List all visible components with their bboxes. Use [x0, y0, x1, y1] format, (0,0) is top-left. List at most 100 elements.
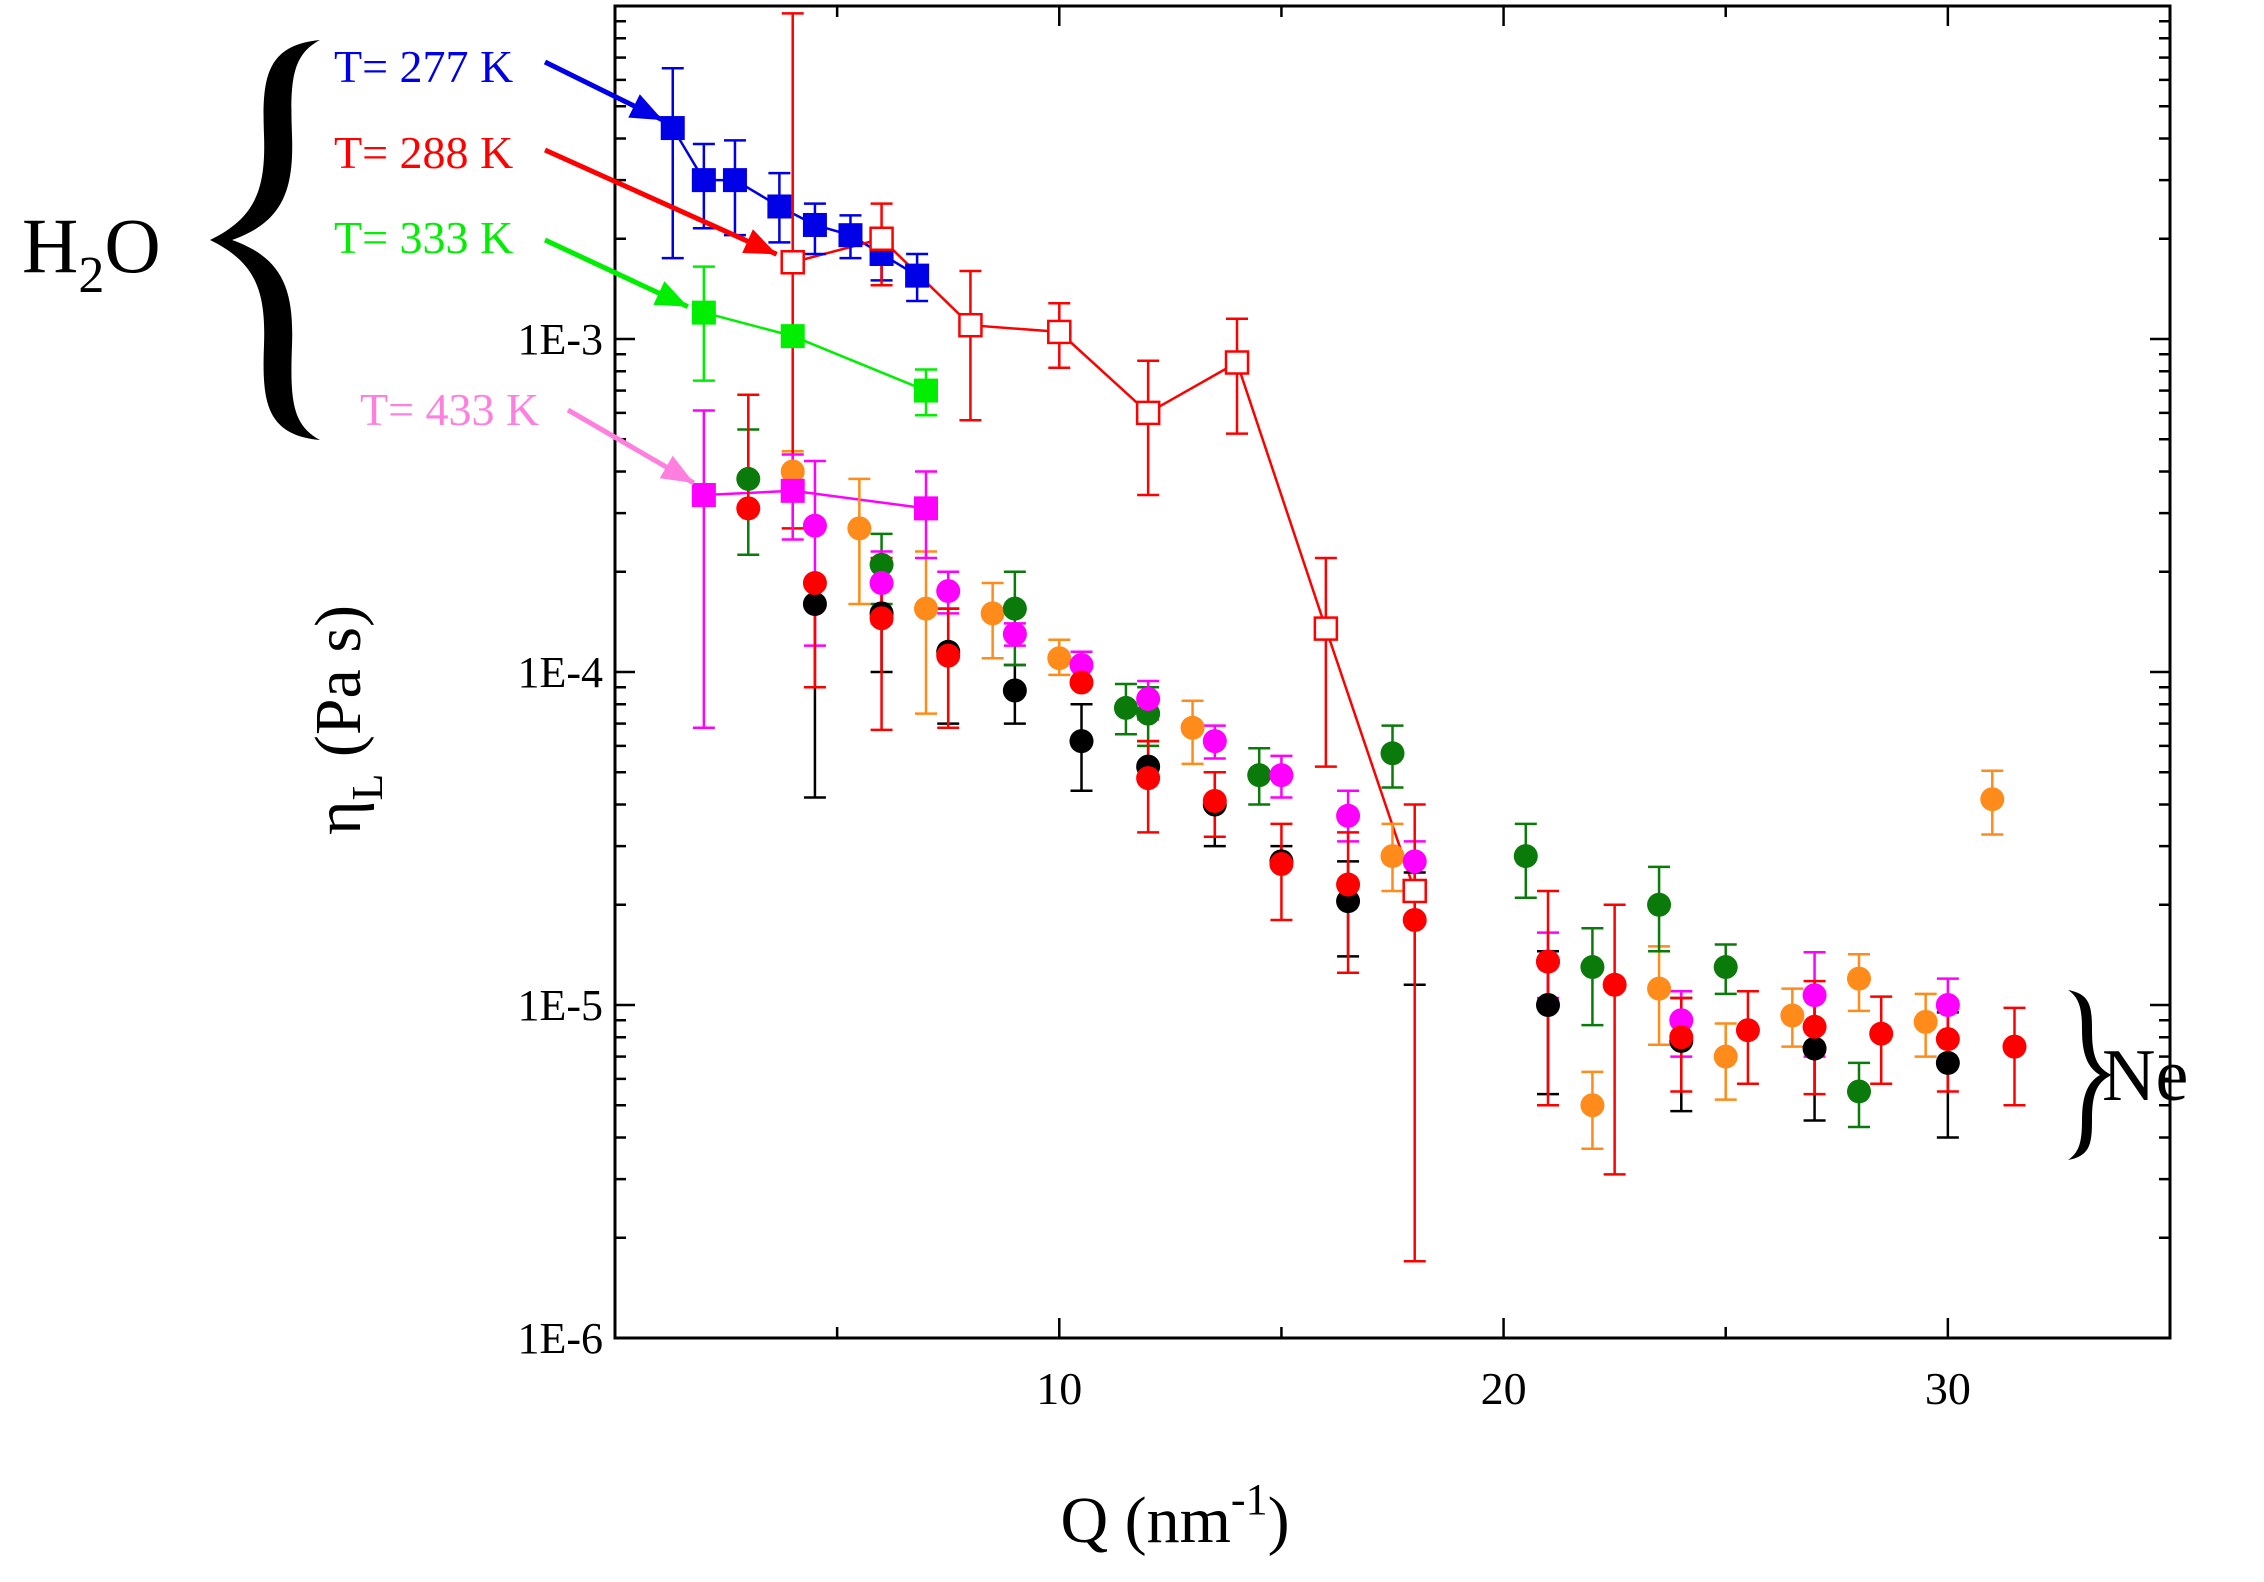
- data-point: [1202, 729, 1227, 754]
- data-point: [1713, 955, 1738, 980]
- data-point: [1580, 1093, 1605, 1118]
- data-point: [722, 168, 747, 193]
- data-point: [1669, 1008, 1694, 1033]
- data-point: [1202, 788, 1227, 813]
- y-tick-label: 1E-4: [517, 648, 603, 697]
- plot-frame: [613, 4, 2172, 1340]
- data-point: [1002, 622, 1027, 647]
- h2o-label-sub: 2: [78, 247, 104, 304]
- data-point: [869, 571, 894, 596]
- data-point: [1935, 993, 1960, 1017]
- data-point: [1336, 872, 1361, 897]
- data-point: [869, 606, 894, 631]
- data-point: [1669, 1025, 1694, 1050]
- data-point: [1313, 616, 1339, 641]
- data-point: [914, 496, 938, 521]
- series-line-h2o_333: [703, 311, 927, 392]
- h2o-label-o: O: [104, 202, 160, 289]
- data-point: [1269, 763, 1294, 788]
- data-point: [1869, 1021, 1894, 1046]
- ne-brace-icon: [2068, 990, 2112, 1160]
- data-point: [1069, 652, 1094, 677]
- data-point: [1069, 729, 1094, 754]
- data-point: [736, 466, 761, 491]
- data-point: [905, 263, 930, 288]
- data-point: [802, 212, 827, 237]
- data-point: [1113, 695, 1138, 720]
- x-axis-label-main: Q (nm: [1060, 1484, 1230, 1557]
- data-point: [1380, 741, 1405, 766]
- data-point: [767, 194, 792, 219]
- data-point: [780, 478, 805, 503]
- y-tick-label: 1E-3: [517, 315, 603, 364]
- data-point: [1513, 844, 1538, 869]
- data-point: [660, 116, 685, 141]
- y-axis-label-units: (Pa s): [302, 605, 375, 774]
- x-axis-label-close: ): [1268, 1484, 1290, 1557]
- annotation-t433: T= 433 K: [360, 384, 539, 435]
- data-point: [1336, 889, 1361, 914]
- data-point: [936, 579, 961, 604]
- data-point: [1913, 1009, 1938, 1034]
- data-point: [780, 324, 805, 349]
- data-point: [838, 223, 863, 248]
- x-tick-label: 20: [1481, 1363, 1527, 1414]
- data-point: [1380, 844, 1405, 869]
- data-point: [1713, 1044, 1738, 1069]
- arrow-t277-head: [628, 94, 663, 121]
- data-point: [1536, 949, 1560, 974]
- data-point: [802, 571, 827, 596]
- data-point: [1402, 849, 1427, 874]
- arrow-t433-head: [659, 455, 694, 483]
- tick-labels: 10 20 30 1E-6 1E-5 1E-4 1E-3: [517, 315, 1970, 1414]
- data-point: [980, 601, 1005, 626]
- data-point: [914, 378, 938, 403]
- data-point: [1980, 787, 2005, 812]
- data-point: [1047, 646, 1072, 671]
- data-point: [869, 226, 894, 252]
- arrow-t288-head: [742, 229, 777, 255]
- data-point: [847, 516, 872, 541]
- data-point: [1402, 878, 1427, 904]
- data-point: [1136, 766, 1161, 791]
- arrow-t333-head: [653, 281, 688, 307]
- annotation-t333: T= 333 K: [334, 212, 513, 263]
- annotation-t277: T= 277 K: [334, 41, 513, 92]
- data-point: [1580, 955, 1605, 980]
- data-point: [914, 596, 938, 621]
- data-point: [691, 300, 716, 325]
- h2o-brace-icon: [210, 40, 320, 440]
- x-tick-label: 10: [1036, 1363, 1082, 1414]
- plot-layers: [615, 6, 2172, 1340]
- data-point: [1780, 1003, 1805, 1028]
- data-point: [691, 168, 716, 193]
- data-point: [1336, 803, 1361, 828]
- data-point: [2002, 1034, 2027, 1059]
- data-point: [1935, 1050, 1960, 1075]
- data-point: [1536, 993, 1560, 1017]
- data-point: [1047, 319, 1072, 345]
- data-point: [736, 496, 761, 521]
- data-point: [1847, 1079, 1871, 1104]
- axis-ticks: [615, 6, 2172, 1340]
- data-point: [1247, 763, 1272, 788]
- data-point: [1847, 966, 1871, 991]
- data-point: [802, 513, 827, 538]
- y-tick-label: 1E-5: [517, 981, 603, 1030]
- y-tick-label: 1E-6: [517, 1314, 603, 1363]
- series-line-h2o_288: [792, 237, 1416, 892]
- data-point: [691, 483, 716, 508]
- data-point: [1802, 983, 1827, 1008]
- x-axis-label: Q (nm-1): [1060, 1475, 1289, 1557]
- data-point: [1069, 670, 1094, 695]
- data-markers: [660, 116, 2027, 1118]
- data-point: [1224, 350, 1250, 375]
- error-bars: [661, 12, 2026, 1263]
- y-axis-label-sub: L: [343, 774, 392, 801]
- data-point: [1647, 892, 1672, 917]
- data-point: [1180, 715, 1205, 740]
- data-point: [1735, 1018, 1760, 1043]
- data-point: [1135, 400, 1161, 426]
- annotation-arrows: [543, 59, 778, 486]
